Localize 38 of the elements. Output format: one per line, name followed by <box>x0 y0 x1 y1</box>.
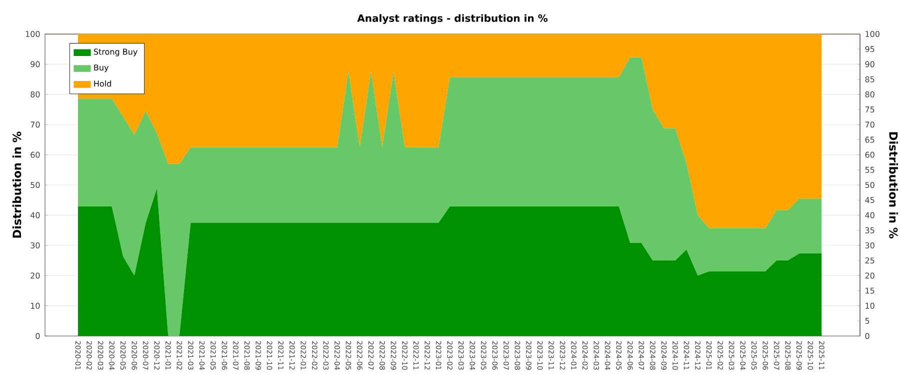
y2-tick-label: 80 <box>865 91 874 98</box>
legend-label: Buy <box>94 64 109 72</box>
y2-tick-label: 55 <box>865 166 874 173</box>
y2-tick-label: 60 <box>865 152 874 158</box>
y-tick-label: 100 <box>26 30 40 38</box>
y2-tick-label: 75 <box>865 106 874 112</box>
y-tick-label: 0 <box>36 332 40 340</box>
y-tick-label: 50 <box>30 182 40 188</box>
y2-tick-label: 95 <box>865 46 874 52</box>
y2-tick-label: 100 <box>866 30 880 38</box>
y-axis-title: Distribution in % <box>12 132 22 238</box>
y2-tick-label: 70 <box>865 122 874 128</box>
y2-tick-label: 85 <box>865 76 874 82</box>
y2-tick-label: 65 <box>865 136 874 143</box>
y-tick-label: 30 <box>30 242 40 248</box>
y2-tick-label: 20 <box>865 272 874 279</box>
y2-tick-label: 40 <box>865 212 874 218</box>
y2-tick-label: 10 <box>866 302 874 309</box>
y-tick-label: 60 <box>30 152 40 158</box>
y-tick-label: 40 <box>30 212 40 218</box>
y2-tick-label: 35 <box>865 227 874 234</box>
legend-label: Hold <box>94 80 111 87</box>
y2-tick-label: 15 <box>866 288 874 294</box>
y2-tick-label: 5 <box>865 318 870 324</box>
y2-tick-label: 0 <box>865 332 870 340</box>
y-tick-label: 10 <box>30 302 40 309</box>
y2-tick-label: 45 <box>865 197 874 204</box>
y-tick-label: 80 <box>30 91 40 98</box>
y-tick-label: 90 <box>30 61 40 68</box>
y2-tick-label: 25 <box>865 257 874 264</box>
chart-title: Analyst ratings - distribution in % <box>357 14 548 24</box>
y2-tick-label: 90 <box>865 61 874 68</box>
y2-tick-label: 50 <box>865 182 874 188</box>
legend-label: Strong Buy <box>94 48 138 56</box>
y-tick-label: 20 <box>30 272 40 279</box>
y2-tick-label: 30 <box>865 242 874 248</box>
y-tick-label: 70 <box>30 122 40 128</box>
y2-axis-title: Distribution in % <box>889 132 898 238</box>
